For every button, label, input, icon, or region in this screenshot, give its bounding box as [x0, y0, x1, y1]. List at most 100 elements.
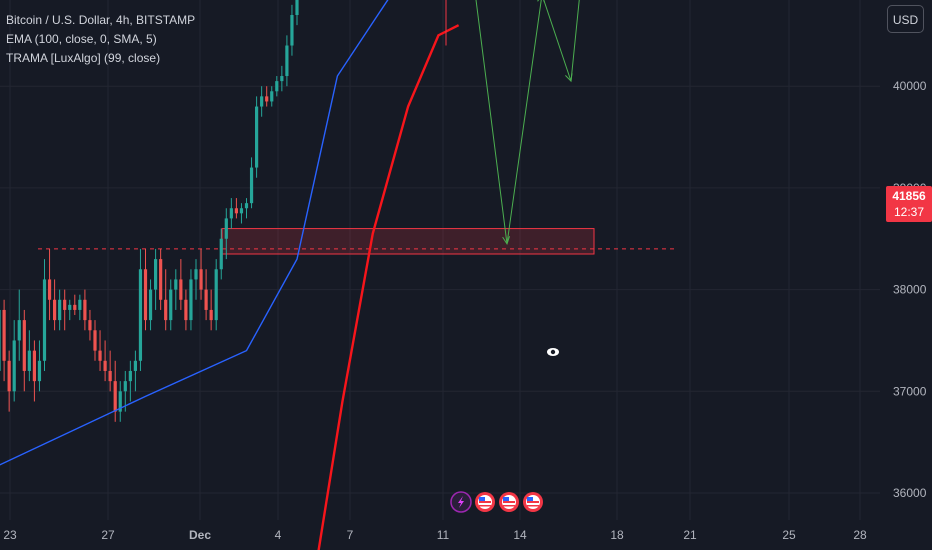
candle-body [148, 289, 153, 321]
time-tick-label: 23 [3, 528, 17, 542]
candle-body [118, 391, 122, 412]
candle-body [113, 381, 117, 412]
candle-body [68, 304, 72, 310]
time-tick-label: 11 [437, 528, 450, 542]
candle-body [73, 304, 77, 310]
candle-body [63, 299, 67, 310]
currency-button[interactable]: USD [887, 5, 924, 33]
candle-body [78, 299, 82, 310]
time-tick-label: 7 [347, 528, 354, 542]
candle-body [2, 309, 6, 361]
trama-line [317, 24, 460, 550]
annotations [445, 0, 559, 513]
candle-body [128, 370, 132, 382]
candle-body [169, 289, 173, 321]
bar-countdown: 12:37 [893, 205, 925, 219]
price-tick-label: 40000 [893, 79, 927, 93]
candle-body [88, 320, 92, 331]
time-tick-label: 18 [610, 528, 624, 542]
candle-body [295, 0, 299, 16]
candle-body [22, 320, 26, 371]
projection-arrowhead [565, 73, 573, 83]
economic-events [450, 491, 543, 513]
candle-body [133, 360, 137, 371]
candle-body [32, 350, 36, 382]
candle-body [17, 320, 21, 341]
us-flag-icon[interactable] [523, 492, 543, 512]
candle-body [234, 208, 238, 214]
us-flag-icon[interactable] [475, 492, 495, 512]
projection-line [475, 0, 580, 244]
candle-body [7, 360, 11, 392]
candle-body [103, 360, 107, 371]
candle-body [179, 279, 183, 300]
indicator-trama-label[interactable]: TRAMA [LuxAlgo] (99, close) [6, 51, 161, 65]
candle-body [47, 279, 52, 300]
candle-body [285, 45, 289, 77]
candle-body [154, 259, 158, 290]
last-price-tag: 41856 12:37 [886, 186, 932, 222]
price-tick-label: 36000 [893, 486, 927, 500]
candle-body [37, 360, 42, 382]
ema-line [0, 0, 389, 466]
us-flag-icon[interactable] [499, 492, 519, 512]
candle-body [280, 76, 284, 82]
symbol-title[interactable]: Bitcoin / U.S. Dollar, 4h, BITSTAMP [6, 13, 196, 27]
candle-body [265, 96, 269, 102]
price-axis: 3600037000380003900040000410004200043000… [893, 79, 927, 500]
candles [0, 0, 299, 422]
candle-body [249, 167, 254, 204]
time-tick-label: 25 [782, 528, 796, 542]
candle-body [255, 106, 259, 168]
lightning-icon[interactable] [450, 491, 472, 513]
projection-path [475, 0, 580, 245]
candle-body [214, 269, 218, 321]
candle-body [42, 279, 47, 361]
candle-body [164, 299, 168, 321]
candle-body [159, 259, 163, 300]
candle-body [108, 370, 112, 382]
candle-body [275, 81, 279, 92]
time-axis: 23 27 Dec 4 7 11 14 18 21 25 28 [3, 528, 867, 542]
candle-body [83, 299, 87, 321]
price-tick-label: 38000 [893, 283, 927, 297]
candle-body [58, 299, 62, 321]
candle-body [290, 15, 294, 46]
candle-body [239, 208, 244, 214]
candle-body [27, 350, 31, 371]
candle-body [194, 269, 198, 280]
candle-body [138, 269, 143, 361]
time-tick-label: 21 [683, 528, 697, 542]
time-tick-label: Dec [189, 528, 211, 542]
chart-legend: Bitcoin / U.S. Dollar, 4h, BITSTAMP EMA … [6, 11, 195, 68]
candle-body [199, 269, 203, 290]
time-tick-label: 4 [275, 528, 282, 542]
eye-icon [547, 348, 559, 356]
candle-body [229, 208, 233, 219]
last-price-value: 41856 [892, 189, 926, 203]
candle-body [143, 269, 148, 321]
candle-body [93, 330, 97, 351]
zones [38, 228, 676, 255]
candle-body [53, 299, 57, 321]
time-tick-label: 14 [513, 528, 527, 542]
candle-body [0, 309, 1, 371]
candle-body [219, 238, 223, 270]
time-tick-label: 28 [853, 528, 867, 542]
support-zone [221, 228, 595, 255]
candle-body [174, 279, 178, 290]
candle-body [244, 203, 249, 209]
candle-body [224, 218, 228, 239]
price-tick-label: 37000 [893, 384, 927, 398]
projection-arrowhead [502, 236, 511, 245]
candle-body [270, 91, 274, 102]
candle-body [123, 381, 127, 392]
candle-body [184, 299, 188, 321]
candle-body [209, 309, 213, 321]
candle-body [189, 279, 193, 321]
candle-body [204, 289, 208, 310]
candle-body [260, 96, 264, 107]
indicator-ema-label[interactable]: EMA (100, close, 0, SMA, 5) [6, 32, 157, 46]
time-tick-label: 27 [101, 528, 115, 542]
